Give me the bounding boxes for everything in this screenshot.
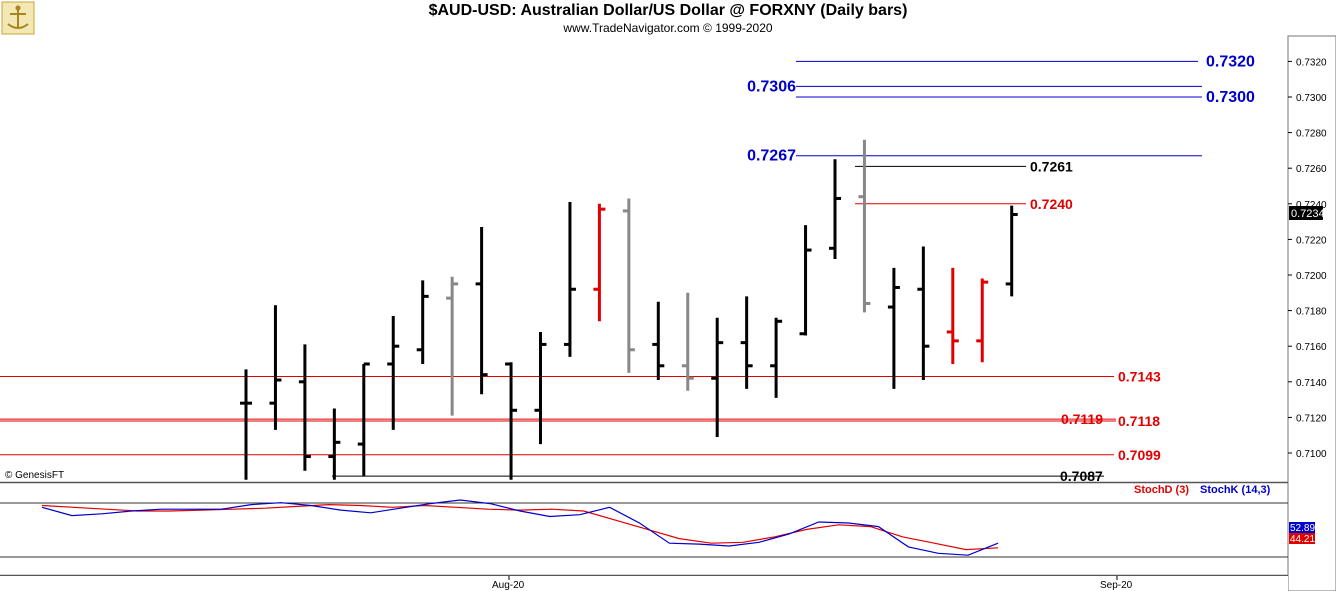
level-label: 0.7320: [1206, 53, 1255, 70]
ohlc-bar: [887, 267, 900, 389]
ohlc-bar: [593, 203, 606, 322]
level-label: 0.7099: [1118, 447, 1161, 463]
price-axis: [1287, 35, 1336, 591]
level-label: 0.7119: [1061, 411, 1103, 427]
level-lines: 0.7320 0.7306 0.7300 0.7267 0.7261 0.7240 0.71…: [0, 53, 1255, 484]
chart-title: $AUD-USD: Australian Dollar/US Dollar @ …: [428, 2, 908, 19]
stochd-legend: StochD (3): [1134, 484, 1189, 496]
last-price-marker: [1289, 206, 1323, 220]
stochk-last-value: 52.89: [1290, 523, 1315, 534]
ohlc-bar: [829, 159, 841, 259]
ohlc-bar: [711, 317, 724, 437]
stochastic-lines: [41, 499, 999, 556]
ohlc-bars: [240, 139, 1018, 480]
stochd-line: [41, 503, 999, 551]
ohlc-bar: [505, 362, 518, 480]
price-tick-label: 0.7260: [1296, 164, 1327, 175]
ohlc-bar: [328, 408, 341, 480]
ohlc-bar: [799, 225, 812, 336]
price-tick-label: 0.7240: [1296, 200, 1327, 211]
price-tick-label: 0.7100: [1296, 449, 1327, 460]
ohlc-bar: [446, 276, 459, 416]
stochk-last-marker: [1289, 522, 1315, 533]
price-tick-label: 0.7280: [1296, 129, 1327, 140]
ohlc-bar: [622, 198, 635, 373]
level-label: 0.7087: [1060, 468, 1103, 484]
price-tick-label: 0.7200: [1296, 271, 1327, 282]
level-label: 0.7118: [1118, 413, 1160, 429]
price-tick-group: 0.7100 0.7120 0.7140 0.7160 0.7180 0.7200 0.72…: [1288, 57, 1327, 460]
ohlc-bar: [946, 267, 959, 364]
level-label: 0.7300: [1206, 89, 1255, 106]
ohlc-bar: [475, 226, 488, 395]
stochk-legend: StochK (14,3): [1200, 484, 1271, 496]
level-label: 0.7261: [1030, 158, 1073, 174]
ship-wheel-icon: [1, 1, 35, 35]
level-label: 0.7306: [747, 78, 796, 95]
price-tick-label: 0.7300: [1296, 93, 1327, 104]
x-label-aug: Aug-20: [492, 580, 525, 591]
price-tick-label: 0.7140: [1296, 378, 1327, 389]
copyright-label: © GenesisFT: [5, 470, 64, 481]
level-label: 0.7267: [747, 148, 796, 165]
ohlc-bar: [976, 278, 989, 363]
price-tick-label: 0.7180: [1296, 307, 1327, 318]
ohlc-bar: [240, 369, 252, 480]
ohlc-bar: [387, 315, 400, 430]
price-tick-label: 0.7120: [1296, 413, 1327, 424]
level-label: 0.7240: [1030, 196, 1073, 212]
level-label: 0.7143: [1118, 368, 1161, 384]
ohlc-bar: [770, 317, 783, 398]
ohlc-bar: [563, 202, 576, 357]
ohlc-bar: [740, 296, 753, 389]
ohlc-bar: [681, 292, 694, 391]
ohlc-bar: [1005, 205, 1018, 297]
time-axis: [0, 576, 1288, 591]
stochd-last-value: 44.21: [1290, 534, 1315, 545]
price-tick-label: 0.7320: [1296, 57, 1327, 68]
last-price-label: 0.7234: [1291, 208, 1325, 220]
ohlc-bar: [416, 280, 429, 364]
ohlc-bar: [269, 305, 282, 430]
stochk-line: [41, 499, 999, 556]
price-tick-label: 0.7160: [1296, 342, 1327, 353]
price-tick-label: 0.7220: [1296, 235, 1327, 246]
ohlc-bar: [357, 362, 370, 477]
ohlc-bar: [858, 139, 871, 313]
ohlc-bar: [534, 331, 547, 445]
chart-frame: [0, 36, 1336, 591]
stochd-last-marker: [1289, 533, 1315, 544]
x-label-sep: Sep-20: [1100, 580, 1133, 591]
ohlc-bar: [652, 301, 665, 381]
chart-subtitle: www.TradeNavigator.com © 1999-2020: [563, 21, 773, 35]
ohlc-bar: [298, 344, 311, 471]
ohlc-bar: [917, 246, 930, 381]
